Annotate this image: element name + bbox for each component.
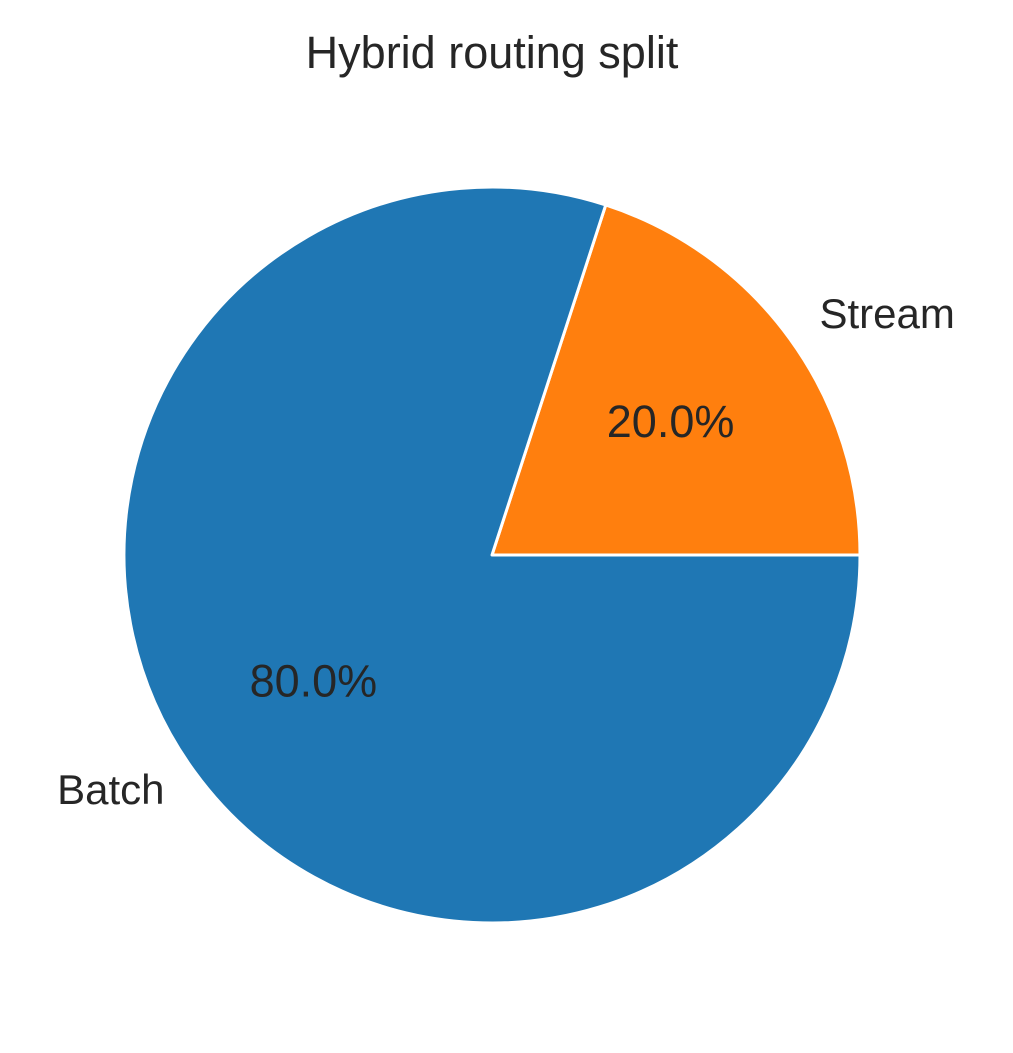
pie-slice-stream <box>490 203 862 557</box>
slice-label-batch: Batch <box>57 766 164 813</box>
pie-slices <box>122 185 862 925</box>
slice-pct-label-batch: 80.0% <box>250 656 378 707</box>
chart-title: Hybrid routing split <box>306 27 679 78</box>
pie-labels: Stream 20.0% Batch 80.0% <box>57 290 955 813</box>
slice-pct-label-stream: 20.0% <box>607 396 735 447</box>
slice-label-stream: Stream <box>820 290 955 337</box>
pie-slice-batch <box>122 185 862 925</box>
